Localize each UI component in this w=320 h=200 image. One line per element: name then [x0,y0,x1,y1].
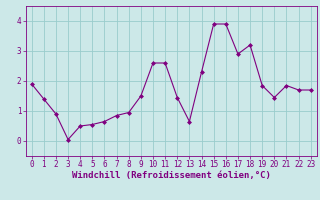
X-axis label: Windchill (Refroidissement éolien,°C): Windchill (Refroidissement éolien,°C) [72,171,271,180]
